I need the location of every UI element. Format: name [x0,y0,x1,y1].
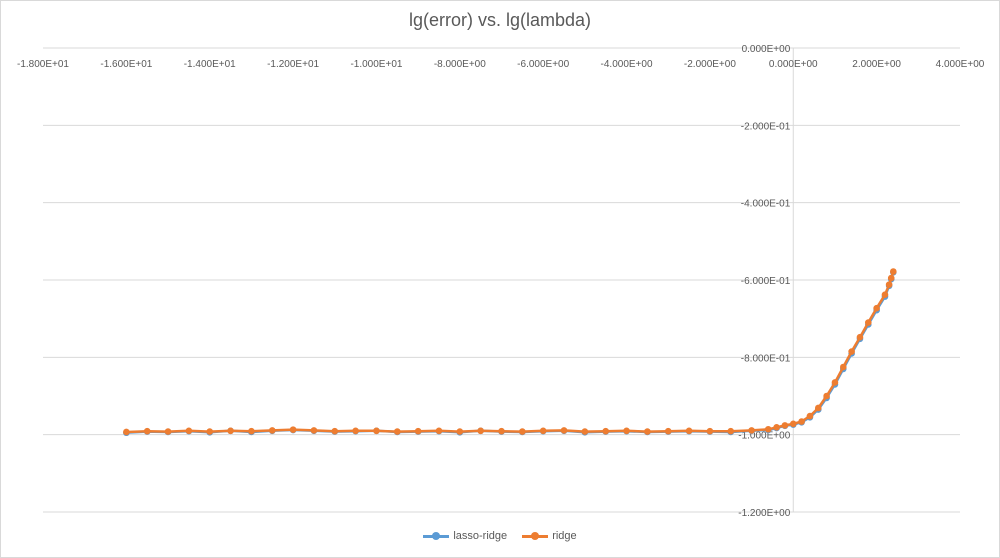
data-point-ridge [848,348,855,355]
data-point-ridge [143,427,151,435]
legend-item-lasso-ridge: lasso-ridge [423,530,507,542]
legend-label-lasso-ridge: lasso-ridge [453,530,508,542]
data-point-ridge [806,412,814,420]
x-tick-label: -1.600E+01 [100,59,152,70]
data-point-ridge [781,422,789,429]
data-point-ridge [248,427,255,435]
x-tick-label: -1.200E+01 [267,59,319,70]
chart-title: lg(error) vs. lg(lambda) [408,10,592,30]
data-point-ridge [268,427,276,434]
data-point-ridge [789,420,797,428]
x-tick-label: -1.000E+01 [350,59,402,70]
data-point-ridge [414,427,422,435]
legend-item-ridge: ridge [522,530,577,542]
x-tick-label: -6.000E+00 [517,59,569,70]
data-point-ridge [798,418,805,425]
x-tick-label: -1.400E+01 [184,59,236,70]
data-point-ridge [887,274,895,282]
y-tick-label: -8.000E-01 [741,353,791,364]
chart-legend: lasso-ridge ridge [0,530,1000,544]
data-point-ridge [539,427,547,435]
y-tick-label: -4.000E-01 [741,199,791,210]
data-point-ridge [706,427,714,435]
x-tick-label: -4.000E+00 [601,59,653,70]
data-point-ridge [885,281,893,288]
data-point-ridge [773,424,780,431]
data-point-ridge [623,427,630,435]
data-point-ridge [727,427,735,435]
x-tick-label: 0.000E+00 [769,59,818,70]
data-point-ridge [873,304,880,312]
data-point-ridge [823,392,830,400]
x-tick-label: 2.000E+00 [852,59,901,70]
data-point-ridge [764,425,772,433]
data-point-ridge [814,404,822,412]
data-point-ridge [227,427,234,435]
y-tick-label: -6.000E-01 [741,276,791,287]
data-point-ridge [581,428,589,435]
data-point-ridge [560,427,568,434]
data-point-ridge [519,428,526,435]
data-point-ridge [831,379,839,386]
x-tick-label: -2.000E+00 [684,59,736,70]
data-point-ridge [310,427,318,434]
data-point-ridge [456,428,464,435]
legend-label-ridge: ridge [552,530,577,542]
x-tick-label: -8.000E+00 [434,59,486,70]
data-point-ridge [123,428,130,436]
data-point-ridge [839,363,847,371]
data-point-ridge [644,428,651,435]
y-tick-label: -1.000E+00 [738,431,790,442]
y-tick-label: -1.200E+00 [738,508,790,519]
data-point-ridge [748,427,755,434]
y-tick-label: 0.000E+00 [742,44,791,55]
data-point-ridge [289,426,297,433]
y-tick-label: -2.000E-01 [741,121,791,132]
data-point-ridge [435,427,443,435]
x-tick-label: -1.800E+01 [17,59,69,70]
data-point-ridge [498,427,505,435]
data-point-ridge [393,428,401,435]
data-point-ridge [206,428,214,435]
data-point-ridge [477,427,484,435]
legend-swatch-lasso-ridge [423,531,450,541]
x-tick-label: 4.000E+00 [936,59,985,70]
data-point-ridge [881,291,889,298]
data-point-ridge [373,427,380,435]
data-point-ridge [685,427,693,435]
data-point-ridge [890,268,897,275]
data-point-ridge [185,427,193,435]
data-point-ridge [164,428,172,435]
data-point-ridge [331,427,339,435]
data-point-ridge [865,319,872,326]
legend-swatch-ridge [522,531,549,541]
data-point-ridge [664,427,672,435]
data-point-ridge [352,427,359,435]
data-point-ridge [856,333,864,341]
series-line-ridge [126,271,895,434]
data-point-ridge [602,427,610,435]
